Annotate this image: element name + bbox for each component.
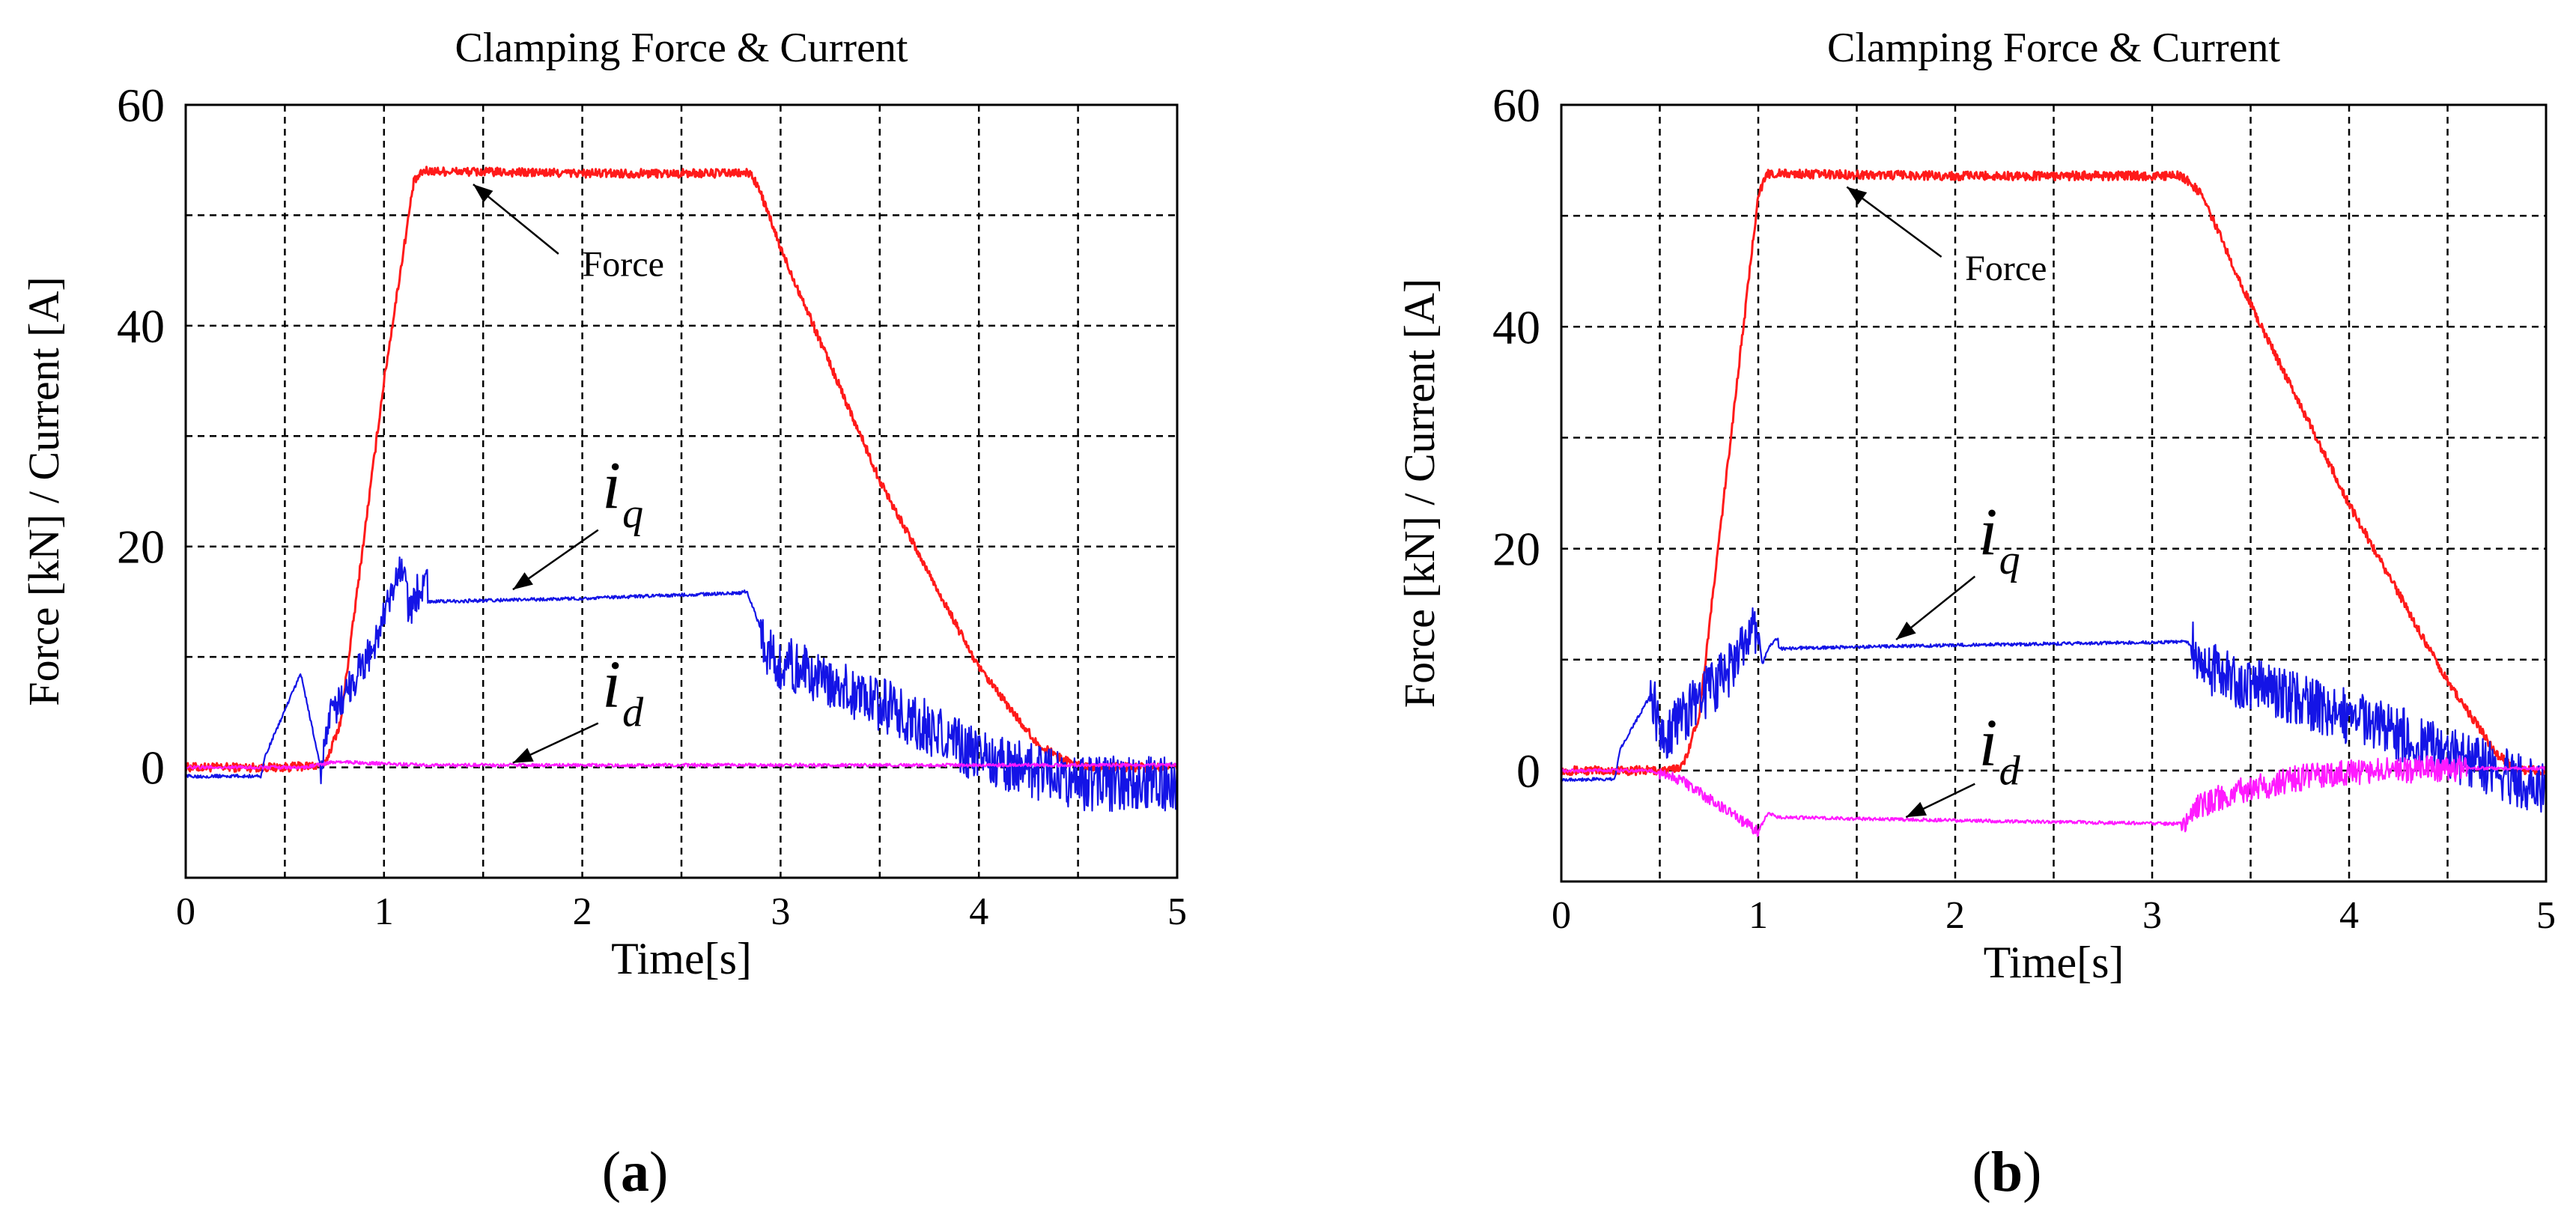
y-axis-label: Force [kN] / Current [A] bbox=[19, 276, 68, 705]
panel-label-b: (b) bbox=[1972, 1141, 2042, 1204]
annotation-subscript: d bbox=[622, 689, 644, 735]
x-tick-label: 5 bbox=[1167, 890, 1187, 933]
y-tick-label: 20 bbox=[1492, 523, 1540, 576]
y-tick-label: 40 bbox=[1492, 300, 1540, 353]
plot-frame bbox=[184, 103, 1179, 879]
y-tick-label: 20 bbox=[117, 521, 165, 574]
y-tick-label: 60 bbox=[1492, 79, 1540, 132]
y-tick-label: 40 bbox=[117, 300, 165, 353]
annotation-label-force: Force bbox=[1965, 249, 2047, 288]
y-tick-label: 0 bbox=[1516, 744, 1540, 798]
x-axis-label: Time[s] bbox=[611, 934, 752, 983]
series-line-iq bbox=[1561, 607, 2548, 813]
annotation-arrow-head bbox=[1906, 801, 1928, 818]
x-tick-label: 5 bbox=[2536, 894, 2556, 937]
annotation-subscript: q bbox=[1999, 537, 2020, 583]
annotation-arrow-head bbox=[1847, 186, 1868, 205]
x-tick-label: 2 bbox=[573, 890, 592, 933]
chart-panel-b: 0 1 2 3 4 5 0 20 40 60 Clamping Force & Current Tim… bbox=[1395, 25, 2556, 987]
x-tick-label: 1 bbox=[1749, 894, 1768, 937]
x-tick-label: 0 bbox=[176, 890, 195, 933]
chart-title: Clamping Force & Current bbox=[1827, 25, 2280, 71]
y-tick-label: 0 bbox=[141, 741, 165, 795]
series-line-id bbox=[184, 759, 1178, 770]
annotation-label-iq: iq bbox=[1979, 495, 2020, 583]
y-axis-label: Force [kN] / Current [A] bbox=[1395, 279, 1444, 708]
series-line-force bbox=[184, 166, 1179, 773]
annotation-arrow-head bbox=[512, 572, 533, 590]
annotation-arrow-head bbox=[512, 747, 534, 763]
annotation-label-id: id bbox=[1979, 705, 2021, 794]
annotation-subscript: d bbox=[1999, 747, 2021, 794]
x-tick-label: 0 bbox=[1552, 894, 1571, 937]
x-tick-label: 1 bbox=[374, 890, 394, 933]
annotation-subscript: q bbox=[622, 491, 643, 537]
annotation-label-force: Force bbox=[583, 245, 664, 285]
annotation-arrow-head bbox=[1896, 621, 1916, 640]
plot-frame bbox=[1560, 103, 2548, 883]
series-line-force bbox=[1561, 168, 2548, 777]
y-tick-label: 60 bbox=[117, 79, 165, 132]
annotation-label-id: id bbox=[602, 647, 644, 735]
x-tick-label: 4 bbox=[969, 890, 988, 933]
x-tick-label: 3 bbox=[2142, 894, 2162, 937]
chart-panel-a: 0 1 2 3 4 5 0 20 40 60 Clamping Force & Current Tim… bbox=[19, 25, 1187, 983]
x-tick-label: 4 bbox=[2339, 894, 2359, 937]
annotation-arrow-line bbox=[1846, 186, 1942, 258]
chart-title: Clamping Force & Current bbox=[455, 25, 908, 71]
panel-label-a: (a) bbox=[601, 1141, 669, 1204]
annotation-arrow-head bbox=[473, 184, 493, 203]
x-axis-label: Time[s] bbox=[1984, 938, 2124, 987]
annotation-label-iq: iq bbox=[602, 449, 643, 537]
series-line-iq bbox=[185, 556, 1179, 813]
x-tick-label: 3 bbox=[771, 890, 790, 933]
series-line-id bbox=[1561, 755, 2547, 837]
x-tick-label: 2 bbox=[1945, 894, 1965, 937]
